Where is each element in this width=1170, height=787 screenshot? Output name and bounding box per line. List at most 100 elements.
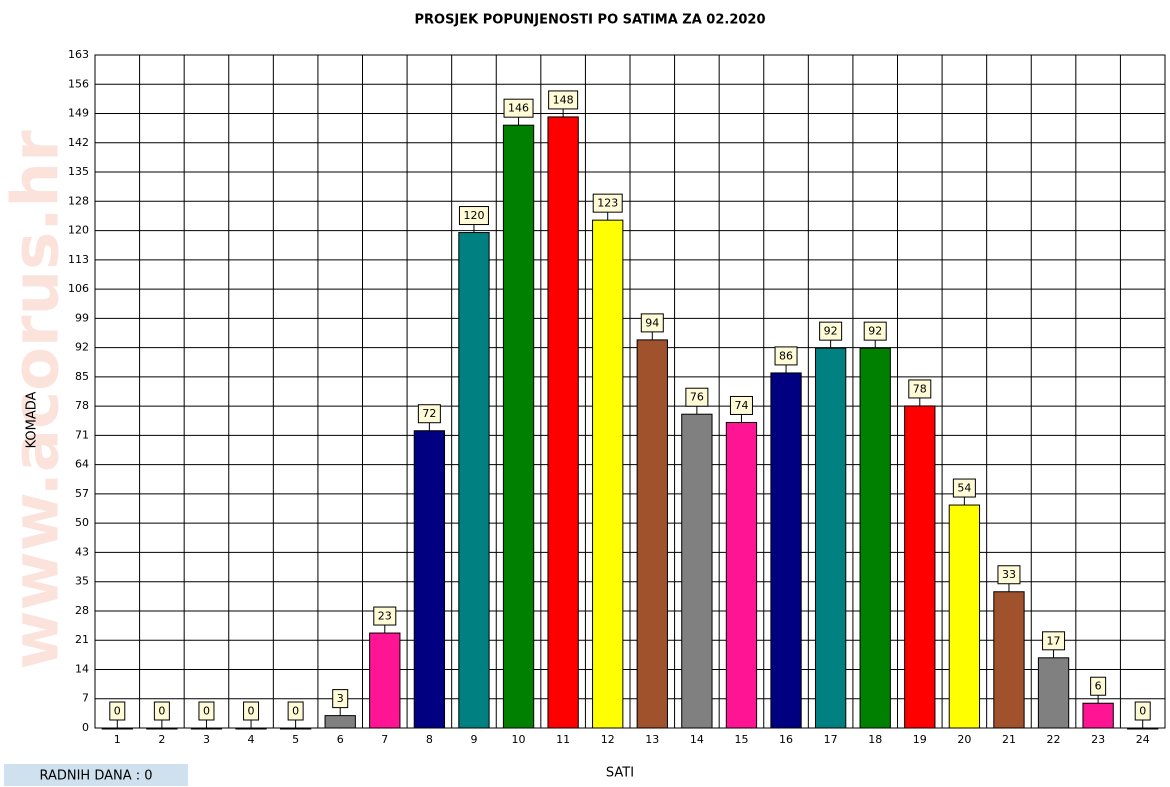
data-label: 92 [824, 325, 838, 338]
x-tick-label: 6 [337, 733, 344, 746]
label-box [1090, 676, 1107, 696]
x-tick-label: 11 [556, 733, 570, 746]
bar [725, 421, 758, 729]
y-axis-label: KOMADA [25, 391, 40, 448]
x-tick-label: 2 [158, 733, 165, 746]
bar [146, 727, 178, 730]
bar [458, 232, 490, 729]
label-box [908, 379, 932, 399]
y-tick-label: 99 [75, 311, 89, 324]
bar [190, 727, 223, 730]
y-tick-label: 106 [68, 282, 89, 295]
data-label: 0 [203, 705, 210, 718]
x-tick-label: 22 [1047, 733, 1061, 746]
y-tick-label: 142 [68, 136, 89, 149]
data-label: 74 [734, 399, 748, 412]
x-axis-label: SATI [606, 766, 634, 781]
x-tick-label: 18 [868, 733, 882, 746]
x-tick-label: 17 [824, 733, 838, 746]
y-tick-label: 21 [75, 633, 89, 646]
footer: RADNIH DANA : 0 [39, 769, 152, 784]
bar [904, 405, 936, 729]
footer-box [4, 764, 188, 786]
y-tick-label: 163 [68, 48, 89, 61]
bar [948, 504, 981, 729]
y-tick-label: 14 [75, 662, 89, 675]
watermark: www.acorus.hr [0, 130, 74, 670]
bar [993, 591, 1025, 729]
y-tick-label: 50 [75, 516, 89, 529]
label-box [685, 387, 709, 407]
data-label: 86 [779, 349, 793, 362]
data-label: 123 [597, 197, 618, 210]
data-label: 72 [422, 407, 436, 420]
label-box [153, 701, 170, 721]
y-tick-label: 156 [68, 77, 89, 90]
label-box [1134, 701, 1151, 721]
x-tick-label: 23 [1091, 733, 1105, 746]
y-tick-label: 7 [82, 692, 89, 705]
label-box [819, 321, 843, 341]
y-tick-label: 128 [68, 194, 89, 207]
bar [681, 413, 713, 729]
bar [1127, 727, 1159, 730]
bar [369, 632, 401, 729]
data-label: 76 [690, 391, 704, 404]
bar [859, 347, 891, 729]
label-box [729, 395, 753, 415]
y-tick-label: 43 [75, 545, 89, 558]
label-box [287, 701, 304, 721]
x-tick-label: 5 [292, 733, 299, 746]
label-box [198, 701, 215, 721]
x-tick-label: 3 [203, 733, 210, 746]
bar [636, 339, 668, 729]
data-label: 33 [1002, 568, 1016, 581]
x-tick-label: 12 [601, 733, 615, 746]
data-label: 146 [508, 102, 529, 115]
x-tick-label: 19 [913, 733, 927, 746]
data-label: 54 [957, 482, 971, 495]
x-tick-label: 14 [690, 733, 704, 746]
bar [502, 124, 535, 729]
x-tick-label: 1 [114, 733, 121, 746]
data-label: 92 [868, 325, 882, 338]
data-label: 78 [913, 382, 927, 395]
x-tick-label: 20 [957, 733, 971, 746]
label-box [243, 701, 260, 721]
y-tick-label: 35 [75, 575, 89, 588]
label-box [548, 90, 579, 110]
y-tick-label: 28 [75, 604, 89, 617]
label-box [332, 689, 349, 709]
x-tick-label: 7 [381, 733, 388, 746]
label-box [503, 98, 534, 118]
bar [1082, 702, 1114, 729]
x-tick-label: 10 [512, 733, 526, 746]
x-tick-label: 15 [734, 733, 748, 746]
x-tick-label: 24 [1136, 733, 1150, 746]
bar [1037, 657, 1070, 729]
bar [413, 430, 446, 729]
y-tick-label: 149 [68, 107, 89, 120]
data-label: 0 [1139, 705, 1146, 718]
y-tick-label: 64 [75, 458, 89, 471]
data-label: 23 [378, 610, 392, 623]
bar [235, 727, 267, 730]
label-box [952, 478, 976, 498]
y-tick-label: 57 [75, 487, 89, 500]
bar [814, 347, 847, 729]
data-label: 6 [1095, 680, 1102, 693]
data-label: 0 [114, 705, 121, 718]
data-label: 3 [337, 692, 344, 705]
data-label: 17 [1047, 634, 1061, 647]
x-tick-label: 16 [779, 733, 793, 746]
y-tick-label: 120 [68, 224, 89, 237]
bar [101, 727, 133, 730]
bar [279, 727, 312, 730]
label-box [458, 206, 489, 226]
y-tick-label: 0 [82, 721, 89, 734]
y-tick-label: 135 [68, 165, 89, 178]
bar [547, 116, 579, 729]
y-tick-label: 71 [75, 428, 89, 441]
data-label: 120 [463, 209, 484, 222]
label-box [373, 606, 397, 626]
